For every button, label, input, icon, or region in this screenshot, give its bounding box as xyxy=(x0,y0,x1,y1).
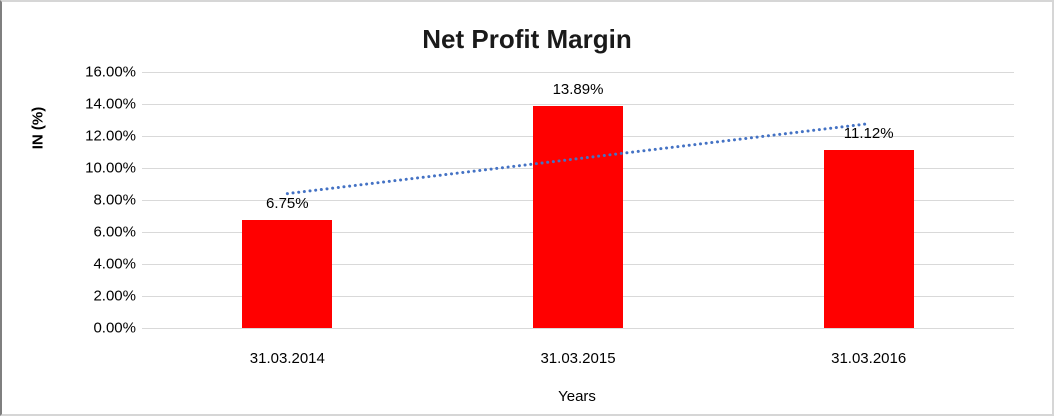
gridline xyxy=(142,72,1014,73)
y-tick-label: 12.00% xyxy=(85,127,136,145)
y-tick-label: 10.00% xyxy=(85,159,136,177)
y-tick-label: 0.00% xyxy=(93,319,136,337)
bar-31.03.2014 xyxy=(242,220,333,328)
bar-31.03.2016 xyxy=(823,150,914,328)
chart-title: Net Profit Margin xyxy=(422,24,632,54)
x-tick-label: 31.03.2015 xyxy=(540,350,616,367)
bar-31.03.2015 xyxy=(533,105,623,328)
x-tick-label: 31.03.2014 xyxy=(249,350,325,367)
x-axis-title: Years xyxy=(558,388,596,405)
data-label: 11.12% xyxy=(843,125,894,143)
y-axis-title: IN (%) xyxy=(29,106,47,150)
y-tick-label: 4.00% xyxy=(93,255,136,273)
data-label: 13.89% xyxy=(552,80,604,98)
y-tick-label: 14.00% xyxy=(85,95,136,113)
x-tick-label: 31.03.2016 xyxy=(831,350,907,367)
gridline xyxy=(142,104,1014,105)
y-tick-label: 2.00% xyxy=(93,287,136,305)
gridline xyxy=(142,328,1014,329)
data-label: 6.75% xyxy=(266,195,309,212)
y-tick-label: 6.00% xyxy=(93,223,136,241)
y-tick-label: 8.00% xyxy=(93,191,136,209)
y-tick-label: 16.00% xyxy=(85,63,136,81)
